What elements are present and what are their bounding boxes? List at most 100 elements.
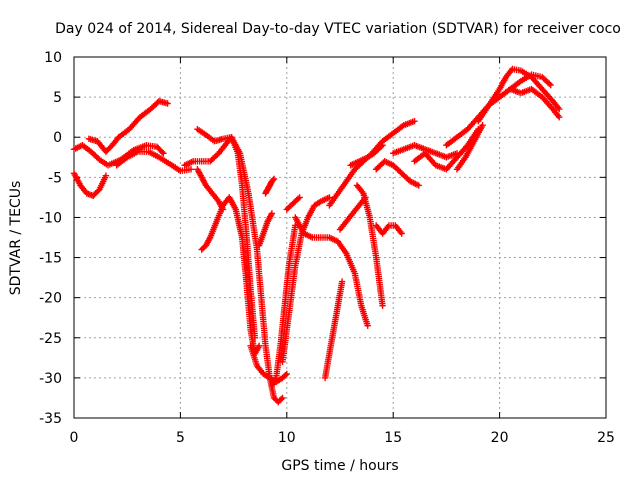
y-tick-label: -10	[39, 210, 62, 226]
data-layer	[70, 65, 563, 406]
data-point	[260, 297, 262, 299]
data-point	[358, 160, 360, 162]
data-point	[279, 345, 282, 347]
data-point	[388, 224, 390, 227]
data-point	[456, 168, 458, 170]
data-point	[126, 156, 128, 158]
data-point	[392, 164, 394, 166]
y-axis-label: SDTVAR / TECUs	[8, 181, 24, 296]
data-point	[162, 152, 164, 154]
data-point	[150, 108, 152, 110]
data-point	[375, 224, 377, 227]
data-point	[373, 152, 375, 154]
data-point	[369, 216, 371, 219]
data-point	[111, 144, 113, 146]
data-point	[275, 377, 277, 379]
data-point	[269, 184, 271, 186]
data-point	[362, 192, 365, 194]
data-point	[381, 232, 384, 235]
data-point	[511, 68, 513, 70]
data-point	[558, 108, 560, 110]
data-point	[456, 152, 458, 154]
data-point	[424, 152, 426, 154]
data-point	[401, 172, 403, 174]
data-point	[245, 232, 247, 235]
data-point	[413, 160, 416, 162]
data-point	[530, 74, 533, 76]
data-point	[477, 120, 479, 122]
x-tick-label: 25	[597, 430, 615, 446]
data-point	[520, 70, 522, 72]
data-point	[105, 175, 107, 177]
data-point	[445, 144, 447, 146]
series-arc-11	[247, 342, 290, 386]
series-arc-17	[326, 118, 418, 209]
data-point	[262, 373, 264, 375]
data-point	[552, 108, 554, 110]
plot-frame	[73, 56, 607, 419]
data-point	[205, 134, 207, 136]
series-arc-12	[279, 194, 333, 365]
data-point	[341, 281, 343, 283]
data-point	[328, 196, 330, 198]
data-point	[192, 160, 194, 162]
data-point	[139, 116, 141, 118]
data-point	[337, 305, 339, 307]
data-point	[392, 152, 394, 154]
data-point	[286, 208, 288, 211]
data-point	[464, 156, 467, 158]
data-point	[307, 216, 309, 219]
data-point	[281, 361, 284, 363]
data-point	[209, 236, 211, 239]
data-point	[367, 156, 369, 158]
data-point	[205, 184, 207, 186]
data-point	[230, 136, 233, 138]
data-point	[509, 88, 511, 90]
data-point	[218, 152, 220, 154]
data-point	[201, 160, 203, 162]
data-marks	[255, 210, 276, 249]
y-tick-label: 5	[53, 90, 62, 106]
data-point	[273, 397, 275, 399]
data-point	[241, 184, 243, 186]
x-tick-label: 5	[176, 430, 185, 446]
data-point	[128, 128, 130, 130]
data-point	[435, 152, 437, 154]
data-point	[418, 184, 420, 186]
data-point	[281, 397, 284, 399]
data-point	[481, 124, 484, 126]
data-point	[250, 289, 252, 291]
data-point	[241, 236, 243, 239]
x-tick-label: 20	[491, 430, 509, 446]
data-point	[467, 128, 469, 130]
data-point	[215, 220, 218, 223]
data-point	[381, 305, 384, 307]
data-point	[424, 148, 426, 150]
data-point	[413, 144, 416, 146]
data-point	[345, 180, 347, 182]
series-arc-13	[268, 222, 299, 390]
series-arc-6	[194, 126, 286, 406]
data-point	[250, 329, 252, 331]
data-point	[392, 132, 394, 134]
data-point	[271, 212, 273, 215]
data-marks	[194, 126, 286, 406]
data-point	[313, 204, 316, 207]
data-point	[256, 365, 258, 367]
data-point	[98, 188, 101, 190]
data-point	[541, 88, 543, 90]
series-arc-16	[321, 278, 346, 382]
data-point	[499, 96, 501, 98]
data-point	[137, 151, 139, 153]
data-point	[145, 144, 147, 146]
data-point	[356, 184, 358, 186]
data-point	[456, 156, 458, 158]
data-point	[377, 148, 379, 150]
series-arc-15	[292, 214, 371, 329]
y-tick-label: 0	[53, 130, 62, 146]
data-point	[158, 156, 160, 158]
y-tick-label: 10	[44, 50, 62, 66]
series-arc-21	[373, 222, 405, 237]
data-point	[394, 224, 396, 227]
